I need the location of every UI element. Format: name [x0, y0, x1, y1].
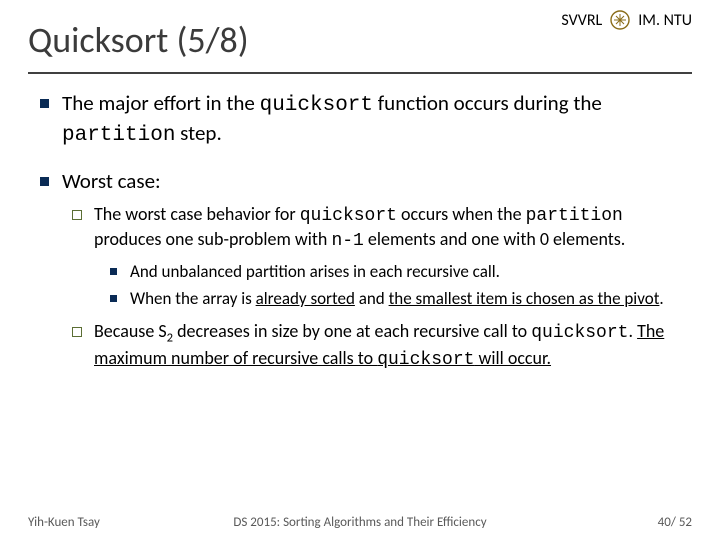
text: Worst case:: [62, 168, 161, 194]
underline: already sorted: [256, 288, 355, 309]
text: .: [628, 320, 637, 342]
text: produces one sub-problem with: [94, 228, 331, 250]
text: .: [659, 288, 663, 309]
org-right: IM. NTU: [638, 11, 692, 30]
code: quicksort: [377, 350, 474, 370]
org-logo-icon: [610, 10, 630, 30]
text: elements and one with 0 elements.: [364, 228, 625, 250]
page-total: 52: [679, 515, 692, 530]
page-current: 40: [658, 515, 671, 530]
text: The worst case behavior for: [94, 203, 300, 225]
text: The major effort in the: [62, 90, 260, 116]
text: function occurs during the: [373, 90, 602, 116]
text: When the array is: [130, 288, 256, 309]
subbullet-list: The worst case behavior for quicksort oc…: [70, 203, 692, 372]
code: quicksort: [260, 94, 373, 117]
subbullet-1: The worst case behavior for quicksort oc…: [70, 203, 692, 310]
subbullet-2: Because S2 decreases in size by one at e…: [70, 320, 692, 372]
code: partition: [526, 206, 623, 226]
bullet-2: Worst case: The worst case behavior for …: [36, 168, 692, 372]
title-rule: [28, 72, 692, 74]
text: step.: [175, 120, 221, 146]
text: Because S: [94, 320, 167, 342]
code: n-1: [331, 231, 363, 251]
code: quicksort: [531, 323, 628, 343]
text: occurs when the: [397, 203, 526, 225]
text: and: [355, 288, 389, 309]
footer-author: Yih-Kuen Tsay: [28, 515, 100, 530]
page-sep: /: [671, 515, 679, 530]
footer-course: DS 2015: Sorting Algorithms and Their Ef…: [233, 515, 486, 530]
slide-footer: Yih-Kuen Tsay DS 2015: Sorting Algorithm…: [0, 515, 720, 530]
code: partition: [62, 124, 175, 147]
bullet-list: The major effort in the quicksort functi…: [36, 90, 692, 372]
text: will occur.: [474, 347, 551, 369]
header-affiliation: SVVRL IM. NTU: [561, 10, 692, 30]
bullet-1: The major effort in the quicksort functi…: [36, 90, 692, 150]
code: quicksort: [300, 206, 397, 226]
text: decreases in size by one at each recursi…: [173, 320, 531, 342]
footer-page: 40/ 52: [658, 515, 692, 530]
org-left: SVVRL: [561, 11, 602, 30]
underline: the smallest item is chosen as the pivot: [389, 288, 660, 309]
subsubbullet-2: When the array is already sorted and the…: [106, 288, 692, 310]
subsubbullet-1: And unbalanced partition arises in each …: [106, 261, 692, 283]
subsubbullet-list: And unbalanced partition arises in each …: [106, 261, 692, 309]
